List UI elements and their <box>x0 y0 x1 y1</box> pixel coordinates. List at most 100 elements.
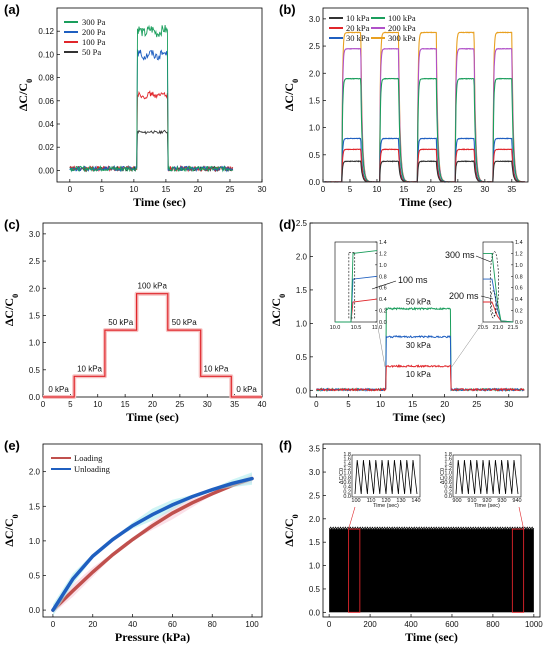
inset-y-tick: 1.8 <box>343 452 351 458</box>
inset-x-tick: 110 <box>367 498 376 504</box>
response-ellipse <box>489 251 499 316</box>
inset-x-tick: 140 <box>411 498 420 504</box>
x-axis-label: Time (sec) <box>393 410 446 424</box>
series-line-10-kpa <box>323 160 526 183</box>
series-line-100-kpa <box>322 77 526 183</box>
annotation-arrow <box>371 280 397 290</box>
panel-label: (c) <box>4 217 20 232</box>
inset-y-tick: 1.4 <box>379 240 387 246</box>
plot-frame <box>42 222 263 398</box>
x-tick-label: 0 <box>41 400 46 409</box>
y-axis-label: ΔC/C0 <box>282 79 300 111</box>
inset-x-tick: 11.0 <box>372 325 382 331</box>
inset-y-tick: 1.2 <box>515 251 523 257</box>
x-axis-label: Time (sec) <box>399 195 452 209</box>
zoom-box-right <box>511 528 525 613</box>
step-label-0: 0 kPa <box>48 385 69 394</box>
x-tick-label: 800 <box>486 620 500 629</box>
x-tick-label: 5 <box>346 400 351 409</box>
annotation-200ms: 200 ms <box>449 291 479 301</box>
inset-right: 900 910 920 930 9400.00.20.40.60.81.01.21.41… <box>440 452 522 509</box>
x-tick-label: 40 <box>128 620 137 629</box>
y-tick-label: 0.5 <box>29 366 41 375</box>
zoom-connector <box>348 506 356 530</box>
inset-y-tick: 0.0 <box>343 494 351 500</box>
y-tick-label: 2.0 <box>309 515 321 524</box>
cycling-signal-band <box>329 529 534 613</box>
y-tick-label: 0.5 <box>309 151 321 160</box>
x-axis-label: Time (sec) <box>133 195 186 209</box>
y-tick-label: 3.0 <box>309 15 321 24</box>
x-axis-label: Time (sec) <box>126 410 179 424</box>
y-axis-label: ΔC/C0 <box>2 514 20 546</box>
x-axis-label: Time (sec) <box>405 630 458 644</box>
panel-f: 0 200 400 600 800 1000 0.0 0.5 1.0 1.5 2.0 2.5 3.0 3.… <box>279 438 543 644</box>
y-axis-label: ΔC/C0 <box>16 79 34 111</box>
inset-y-tick: 0.6 <box>444 480 452 486</box>
inset-cycle-trace <box>455 459 519 495</box>
x-tick-label: 60 <box>168 620 177 629</box>
y-tick-label: 0.0 <box>296 386 308 395</box>
y-tick-label: 0.06 <box>38 97 54 106</box>
inset-y-tick: 0.2 <box>444 489 452 495</box>
annotation-arrow <box>475 255 492 263</box>
x-tick-label: 0 <box>68 185 73 194</box>
inset-x-tick: 940 <box>512 498 521 504</box>
y-tick-label: 0.08 <box>38 74 54 83</box>
y-tick-label: 2.0 <box>29 468 41 477</box>
y-tick-label: 1.5 <box>29 502 41 511</box>
panel-c: 0 5 10 15 20 25 30 35 40 0.0 0.5 1.0 1.5 2.0 2.5 3.0 Tim… <box>2 217 267 424</box>
step-label-3: 100 kPa <box>138 282 168 291</box>
plot-frame <box>322 443 541 618</box>
annotation-300ms: 300 ms <box>445 250 475 260</box>
inset-y-tick: 0.0 <box>379 320 387 326</box>
legend-label: 100 Pa <box>82 37 106 47</box>
x-tick-label: 30 <box>258 185 267 194</box>
zoom-connector <box>451 321 484 368</box>
inset-trace <box>335 250 378 323</box>
y-tick-label: 0.04 <box>38 120 54 129</box>
inset-x-tick: 20.5 <box>478 325 489 331</box>
legend-label: 50 Pa <box>82 47 101 57</box>
inset-right: 20.5 21.0 21.50.0 0.2 0.4 0.6 0.8 1.0 1.2 1.4 <box>478 240 523 331</box>
x-tick-label: 10 <box>93 400 102 409</box>
x-tick-label: 25 <box>453 185 462 194</box>
legend-label: 200 Pa <box>82 27 106 37</box>
y-tick-label: 3.0 <box>309 468 321 477</box>
legend-label: 30 kPa <box>346 33 370 43</box>
inset-x-tick: 900 <box>452 498 461 504</box>
inset-x-tick: 21.5 <box>508 325 519 331</box>
x-tick-label: 20 <box>426 185 435 194</box>
inset-y-tick: 1.2 <box>444 466 452 472</box>
x-tick-label: 15 <box>399 185 408 194</box>
y-tick-label: 3.5 <box>309 445 321 454</box>
y-tick-label: 2.5 <box>309 42 321 51</box>
zoom-connector <box>376 321 386 367</box>
inset-left: 10.0 10.5 11.00.0 0.2 0.4 0.6 0.8 1.0 1.2 1.4 <box>330 240 387 331</box>
series-line-unloading <box>51 476 254 612</box>
series-line-20-kpa <box>323 148 526 183</box>
legend-label: 300 Pa <box>82 17 106 27</box>
series-halo <box>53 474 252 614</box>
zoom-box-left <box>348 528 361 613</box>
x-tick-label: 0 <box>51 620 56 629</box>
inset-x-tick: 21.0 <box>493 325 504 331</box>
inset-y-tick: 1.0 <box>444 471 452 477</box>
y-tick-label: 2.0 <box>296 252 308 261</box>
y-axis-label: ΔC/C0 <box>2 294 20 326</box>
y-tick-label: 2.0 <box>29 284 41 293</box>
plot-frame <box>42 443 263 618</box>
zoom-connector <box>518 506 524 530</box>
step-line <box>43 293 262 398</box>
step-label-4: 50 kPa <box>172 318 197 327</box>
inset-x-tick: 120 <box>381 498 390 504</box>
x-tick-label: 35 <box>507 185 516 194</box>
y-tick-label: 0.5 <box>309 585 321 594</box>
y-tick-label: 1.0 <box>309 562 321 571</box>
inset-y-tick: 0.8 <box>379 274 387 280</box>
inset-x-tick: 920 <box>482 498 491 504</box>
x-tick-label: 10 <box>376 400 385 409</box>
y-tick-label: 0.00 <box>38 166 54 175</box>
series-label-0: 50 kPa <box>406 298 431 307</box>
legend-label: 300 kPa <box>388 33 416 43</box>
